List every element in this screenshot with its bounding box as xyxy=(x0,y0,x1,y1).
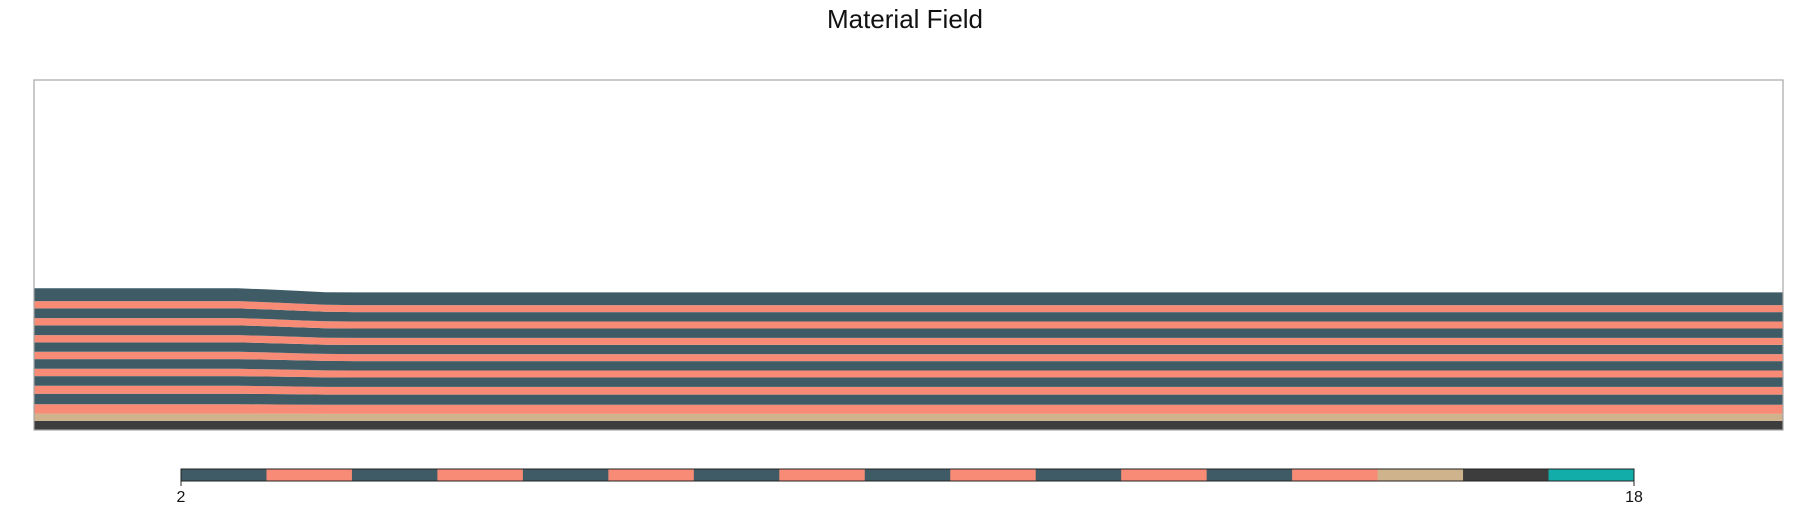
colorbar-segment-2 xyxy=(266,469,353,481)
material-layer-17 xyxy=(34,420,1783,430)
colorbar-segment-13 xyxy=(1206,469,1293,481)
material-layer-14 xyxy=(34,393,1783,405)
colorbar-segment-10 xyxy=(950,469,1037,481)
colorbar-segment-17 xyxy=(1548,469,1635,481)
material-layer-2 xyxy=(34,288,1783,306)
colorbar-segment-9 xyxy=(864,469,951,481)
material-layer-11 xyxy=(34,368,1783,378)
colorbar-segment-7 xyxy=(693,469,780,481)
material-layer-8 xyxy=(34,342,1783,355)
colorbar-frame xyxy=(180,468,1635,482)
colorbar-segment-11 xyxy=(1035,469,1122,481)
colorbar-segment-15 xyxy=(1377,469,1464,481)
colorbar-segment-12 xyxy=(1121,469,1208,481)
material-layer-13 xyxy=(34,385,1783,395)
colorbar-segment-16 xyxy=(1463,469,1550,481)
material-layer-16 xyxy=(34,413,1783,421)
colorbar-tick-label-max: 18 xyxy=(1625,489,1643,506)
material-layer-7 xyxy=(34,335,1783,345)
material-layer-10 xyxy=(34,359,1783,371)
material-layer-3 xyxy=(34,301,1783,313)
colorbar-tick-label-min: 2 xyxy=(177,489,186,506)
colorbar-segment-14 xyxy=(1292,469,1379,481)
colorbar-segment-4 xyxy=(437,469,524,481)
material-layer-5 xyxy=(34,318,1783,329)
material-layer-12 xyxy=(34,376,1783,387)
colorbar-segments xyxy=(181,469,1635,481)
material-layer-4 xyxy=(34,308,1783,322)
material-layer-15 xyxy=(34,404,1783,414)
material-layers xyxy=(34,288,1783,430)
material-layer-6 xyxy=(34,325,1783,338)
colorbar-segment-3 xyxy=(351,469,438,481)
colorbar-segment-8 xyxy=(779,469,866,481)
colorbar-segment-5 xyxy=(522,469,609,481)
chart-title: Material Field xyxy=(826,4,984,34)
colorbar-segment-1 xyxy=(181,469,267,481)
colorbar-segment-6 xyxy=(608,469,695,481)
plot-frame xyxy=(33,79,1784,431)
material-layer-9 xyxy=(34,351,1783,362)
